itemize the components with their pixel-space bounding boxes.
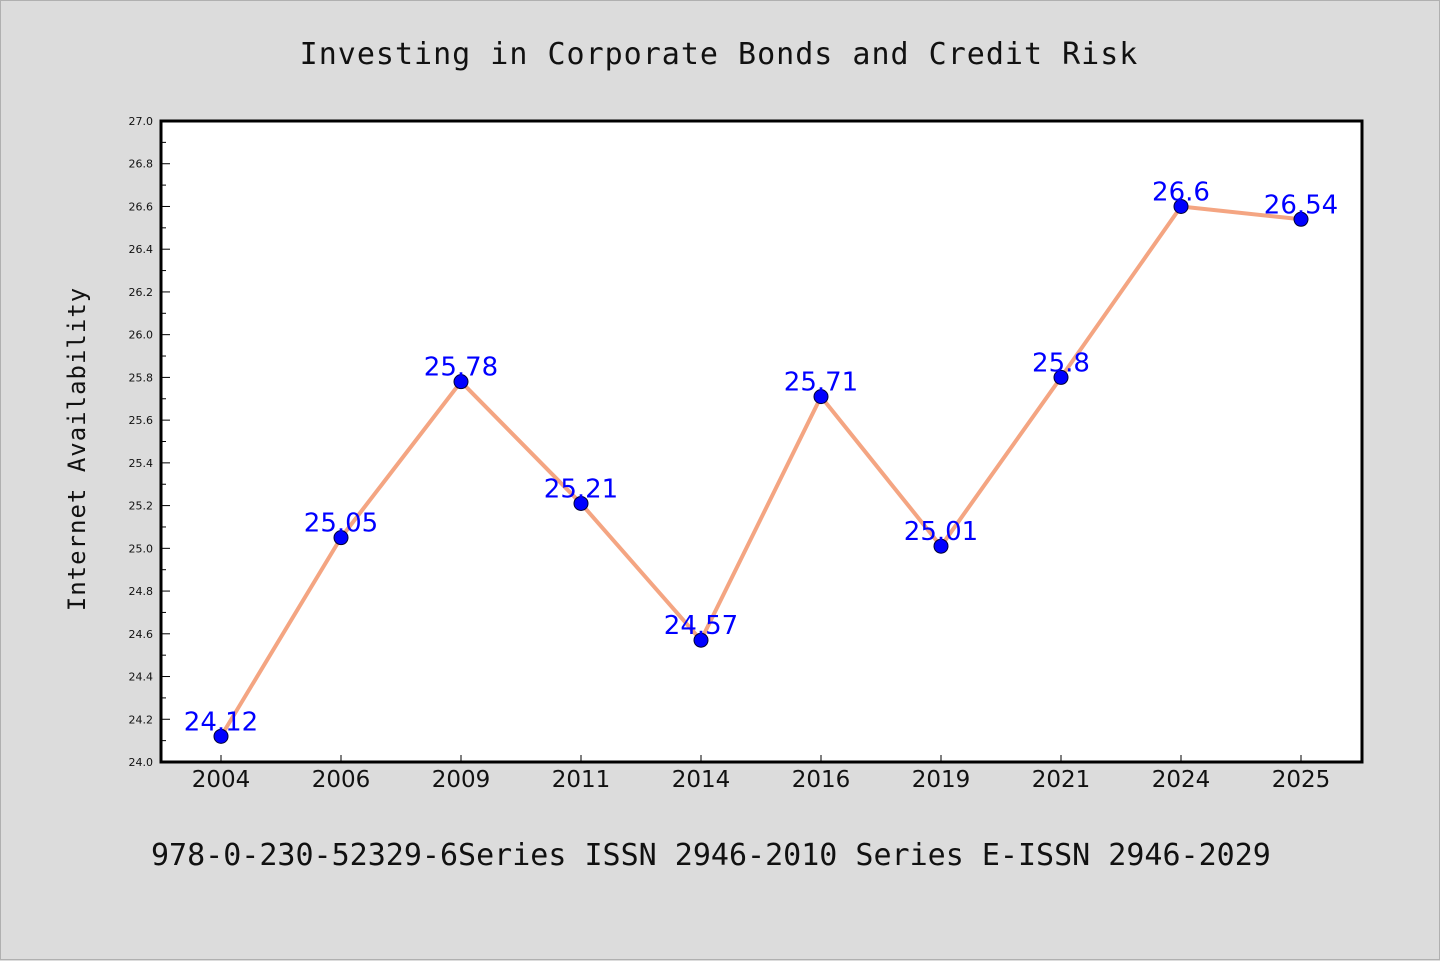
x-tick-label: 2009 [432, 767, 491, 793]
data-labels-layer: 24.12 25.05 25.78 25.21 24.57 25.71 25.01 25.8 2… [184, 177, 1338, 737]
y-tick-label: 24.2 [129, 713, 154, 726]
series-line [219, 204, 1302, 738]
footer-isbn-text: 978-0-230-52329-6Series ISSN 2946-2010 S… [151, 838, 1271, 873]
y-tick-label: 26.8 [129, 158, 154, 171]
data-point [453, 374, 469, 390]
data-point [333, 530, 349, 546]
y-axis-ticks: 24.0 24.2 24.4 24.6 24.8 25.0 25.2 25.4 25.6 25.8… [129, 115, 170, 769]
y-tick-label: 27.0 [129, 115, 154, 128]
y-axis-label: Internet Availability [63, 287, 91, 611]
y-tick-label: 25.6 [129, 414, 154, 427]
data-point [1293, 211, 1309, 227]
series-layer [213, 198, 1309, 744]
y-tick-label: 26.4 [129, 243, 154, 256]
chart-title: Investing in Corporate Bonds and Credit … [300, 37, 1139, 72]
data-point [573, 495, 589, 511]
data-label: 25.71 [784, 368, 858, 398]
x-axis-ticks: 2004 2006 2009 2011 2014 2016 2019 2021 2024 2025 [192, 755, 1331, 793]
data-point [1053, 369, 1069, 385]
x-tick-label: 2014 [672, 767, 731, 793]
data-point [813, 389, 829, 405]
plot-area [159, 119, 1364, 764]
y-tick-label: 24.4 [129, 671, 154, 684]
y-tick-label: 24.8 [129, 585, 154, 598]
y-tick-label: 25.8 [129, 371, 154, 384]
y-tick-label: 26.2 [129, 286, 154, 299]
x-tick-label: 2011 [552, 767, 611, 793]
y-tick-label: 26.6 [129, 200, 154, 213]
y-tick-label: 24.6 [129, 628, 154, 641]
data-label: 26.54 [1264, 190, 1338, 220]
x-tick-label: 2025 [1272, 767, 1331, 793]
data-label: 24.57 [664, 611, 738, 641]
data-label: 25.8 [1032, 348, 1090, 378]
x-tick-label: 2016 [792, 767, 851, 793]
data-label: 26.6 [1152, 177, 1210, 207]
data-point [933, 538, 949, 554]
x-tick-label: 2019 [912, 767, 971, 793]
data-point [693, 632, 709, 648]
x-tick-label: 2006 [312, 767, 371, 793]
y-tick-label: 25.0 [129, 542, 154, 555]
data-label: 25.78 [424, 353, 498, 383]
data-point [213, 728, 229, 744]
x-tick-label: 2004 [192, 767, 251, 793]
y-tick-label: 25.2 [129, 500, 154, 513]
data-point [1173, 198, 1189, 214]
data-label: 25.21 [544, 474, 618, 504]
y-tick-label: 26.0 [129, 329, 154, 342]
y-tick-label: 24.0 [129, 756, 154, 769]
data-label: 25.05 [304, 509, 378, 539]
data-label: 25.01 [904, 517, 978, 547]
y-tick-label: 25.4 [129, 457, 154, 470]
data-label: 24.12 [184, 707, 258, 737]
x-tick-label: 2024 [1152, 767, 1211, 793]
x-tick-label: 2021 [1032, 767, 1091, 793]
